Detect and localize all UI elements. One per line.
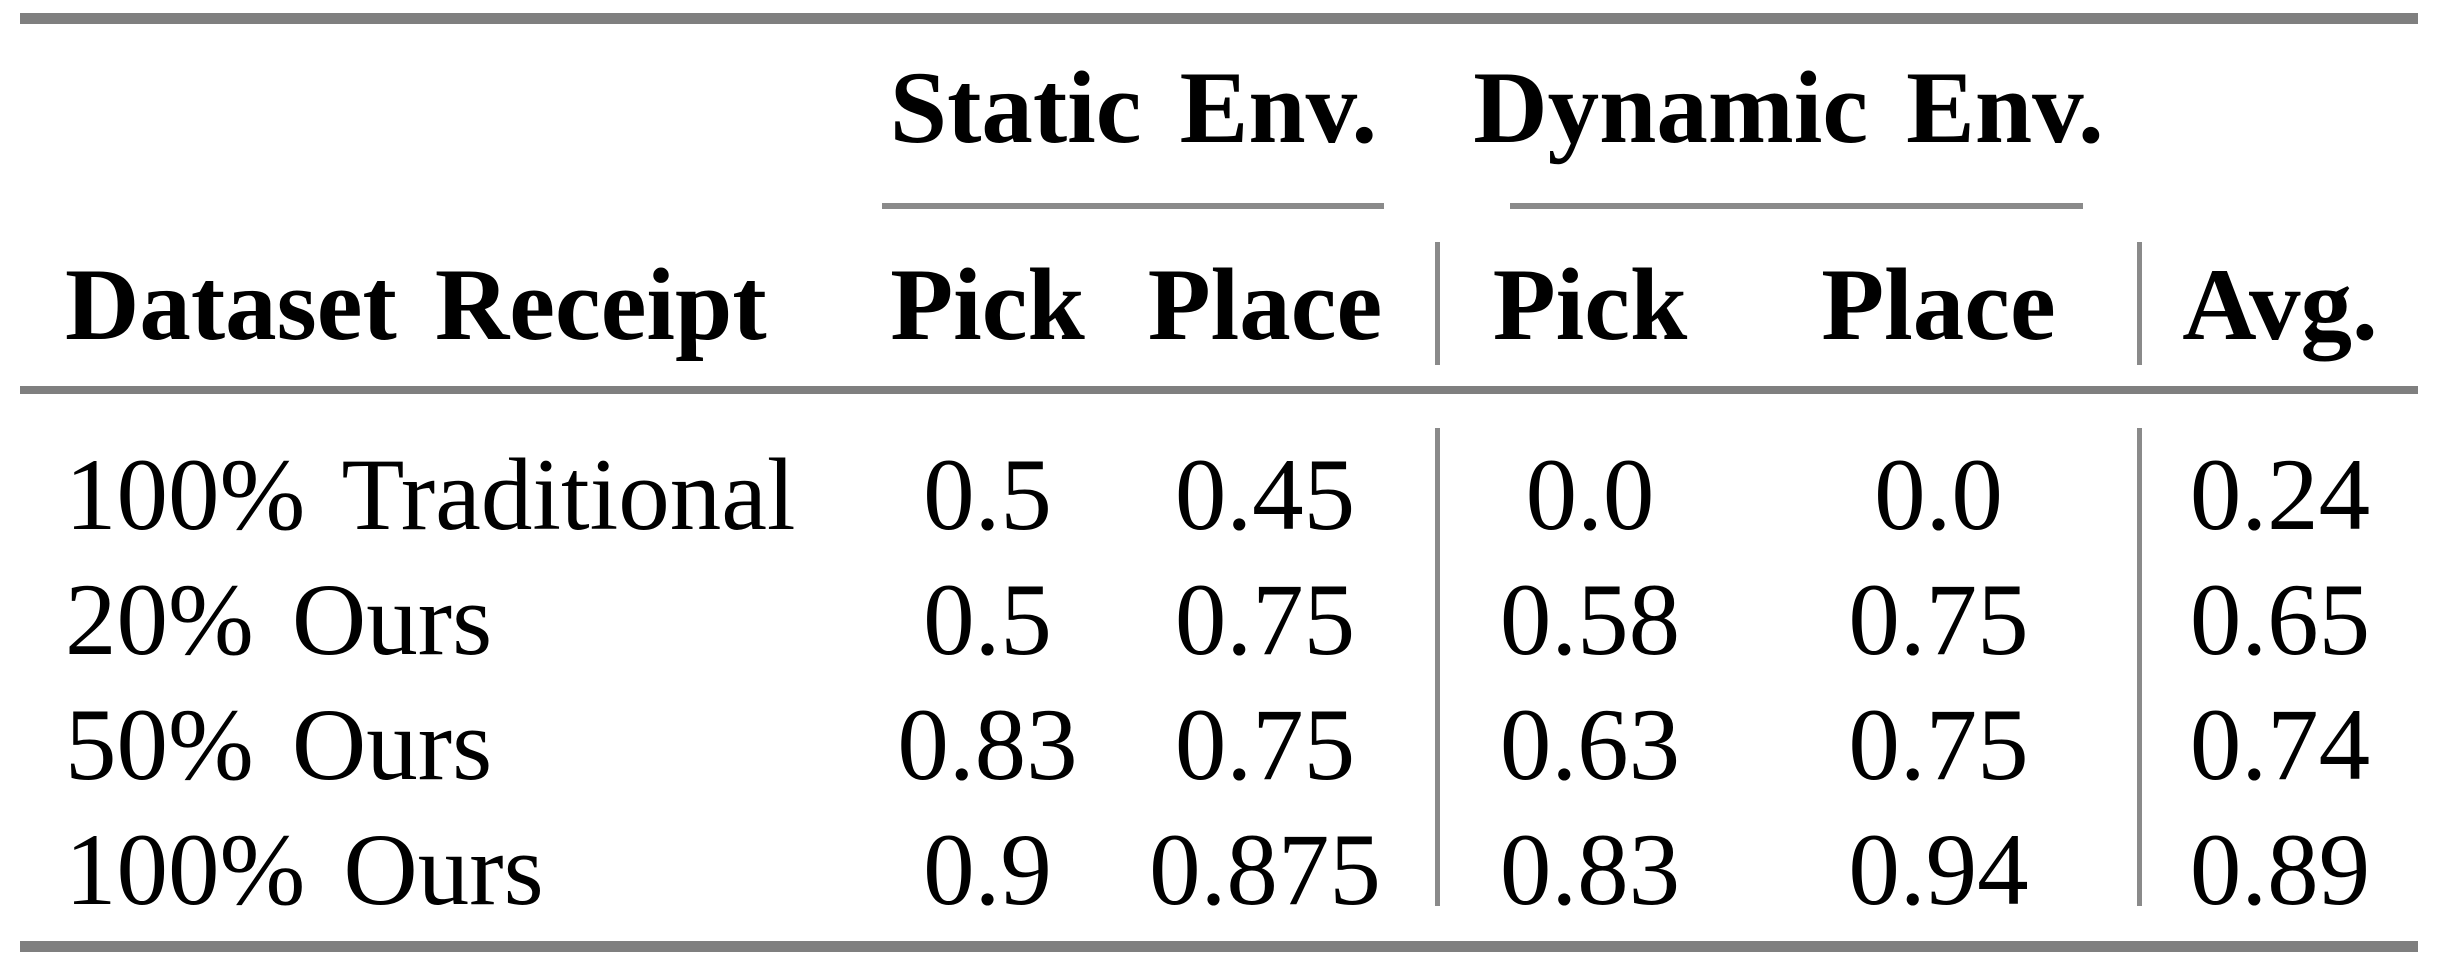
static-place-cell: 0.45 — [1174, 437, 1356, 552]
avg-cell: 0.89 — [2189, 812, 2371, 927]
dynamic-place-cell: 0.75 — [1848, 687, 2029, 802]
column-separator — [1435, 242, 1440, 365]
dynamic-pick-cell: 0.58 — [1499, 562, 1681, 677]
static-place-cell: 0.75 — [1174, 562, 1356, 677]
header-avg: Avg. — [2182, 248, 2378, 362]
top-rule — [20, 13, 2418, 24]
static-pick-cell: 0.5 — [923, 562, 1052, 677]
column-separator — [1435, 428, 1440, 906]
header-dataset-receipt: Dataset Receipt — [65, 248, 767, 362]
table-row: 20% Ours 0.5 0.75 0.58 0.75 0.65 — [20, 557, 2418, 682]
column-separator — [2137, 242, 2142, 365]
dataset-cell: 100% Traditional — [65, 437, 796, 552]
table-body: 100% Traditional 0.5 0.45 0.0 0.0 0.24 2… — [0, 432, 2440, 932]
dynamic-env-underline — [1510, 203, 2083, 209]
dynamic-pick-cell: 0.0 — [1525, 437, 1655, 552]
table-row: 100% Ours 0.9 0.875 0.83 0.94 0.89 — [20, 807, 2418, 932]
column-separator — [2137, 428, 2142, 906]
dataset-cell: 50% Ours — [65, 687, 493, 802]
static-env-underline — [882, 203, 1384, 209]
col-group-dynamic-env: Dynamic Env. — [1473, 50, 2104, 165]
header-static-pick: Pick — [890, 248, 1085, 362]
dynamic-place-cell: 0.94 — [1848, 812, 2029, 927]
static-place-cell: 0.75 — [1174, 687, 1356, 802]
dataset-cell: 100% Ours — [65, 812, 544, 927]
static-pick-cell: 0.5 — [923, 437, 1052, 552]
col-group-static-env: Static Env. — [889, 50, 1378, 165]
header-separator-rule — [20, 386, 2418, 394]
table-row: 100% Traditional 0.5 0.45 0.0 0.0 0.24 — [20, 432, 2418, 557]
dynamic-place-cell: 0.75 — [1848, 562, 2029, 677]
header-dynamic-place: Place — [1821, 248, 2056, 362]
avg-cell: 0.65 — [2189, 562, 2371, 677]
header-static-place: Place — [1147, 248, 1383, 362]
static-pick-cell: 0.83 — [897, 687, 1078, 802]
bottom-rule — [20, 941, 2418, 952]
static-place-cell: 0.875 — [1149, 812, 1381, 927]
header-dynamic-pick: Pick — [1492, 248, 1688, 362]
dynamic-pick-cell: 0.83 — [1499, 812, 1681, 927]
dataset-cell: 20% Ours — [65, 562, 493, 677]
avg-cell: 0.24 — [2189, 437, 2371, 552]
avg-cell: 0.74 — [2189, 687, 2371, 802]
dynamic-place-cell: 0.0 — [1874, 437, 2003, 552]
table-row: 50% Ours 0.83 0.75 0.63 0.75 0.74 — [20, 682, 2418, 807]
static-pick-cell: 0.9 — [923, 812, 1052, 927]
table-header-row: Dataset Receipt Pick Place Pick Place Av… — [20, 240, 2418, 370]
dynamic-pick-cell: 0.63 — [1499, 687, 1681, 802]
